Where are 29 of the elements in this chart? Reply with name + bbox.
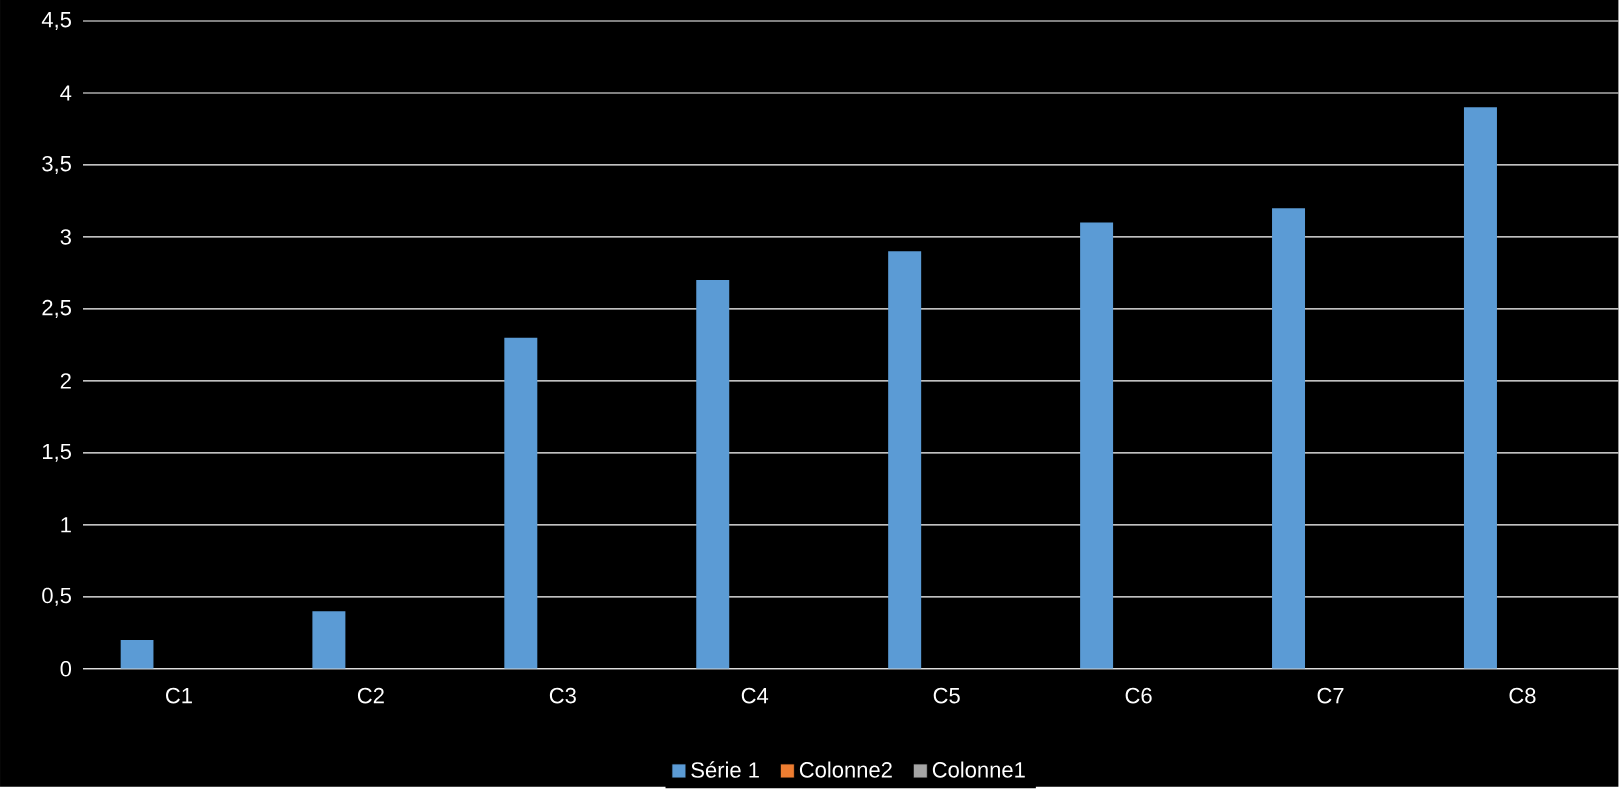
y-tick-label: 2,5 bbox=[42, 300, 71, 319]
legend-label: Série 1 bbox=[691, 761, 759, 778]
bar bbox=[1080, 222, 1114, 669]
y-tick-label: 0,5 bbox=[42, 587, 71, 607]
legend-label: Colonne2 bbox=[799, 761, 892, 778]
x-tick-label: C8 bbox=[1509, 688, 1536, 704]
bar bbox=[504, 337, 538, 669]
x-tick-label: C1 bbox=[166, 688, 192, 704]
bar bbox=[120, 640, 154, 669]
x-tick-label: C6 bbox=[1125, 688, 1152, 704]
y-tick-label: 3,5 bbox=[42, 156, 71, 175]
x-tick-label: C3 bbox=[549, 688, 576, 704]
y-tick-label: 1,5 bbox=[43, 444, 71, 463]
legend-label: Colonne1 bbox=[932, 761, 1025, 778]
bar bbox=[696, 280, 730, 669]
x-tick-label: C5 bbox=[933, 688, 960, 704]
y-tick-label: 1 bbox=[61, 517, 71, 533]
x-tick-label: C4 bbox=[741, 688, 769, 704]
bar bbox=[312, 611, 346, 669]
y-tick-label: 4,5 bbox=[41, 12, 71, 31]
y-tick-label: 0 bbox=[60, 661, 72, 677]
y-tick-label: 3 bbox=[60, 229, 71, 245]
x-tick-label: C2 bbox=[357, 688, 384, 704]
y-tick-label: 4 bbox=[60, 85, 72, 101]
x-tick-label: C7 bbox=[1317, 688, 1344, 704]
bar bbox=[1272, 208, 1306, 669]
bar bbox=[888, 251, 922, 669]
y-tick-label: 2 bbox=[60, 373, 71, 389]
bar bbox=[1463, 107, 1497, 669]
